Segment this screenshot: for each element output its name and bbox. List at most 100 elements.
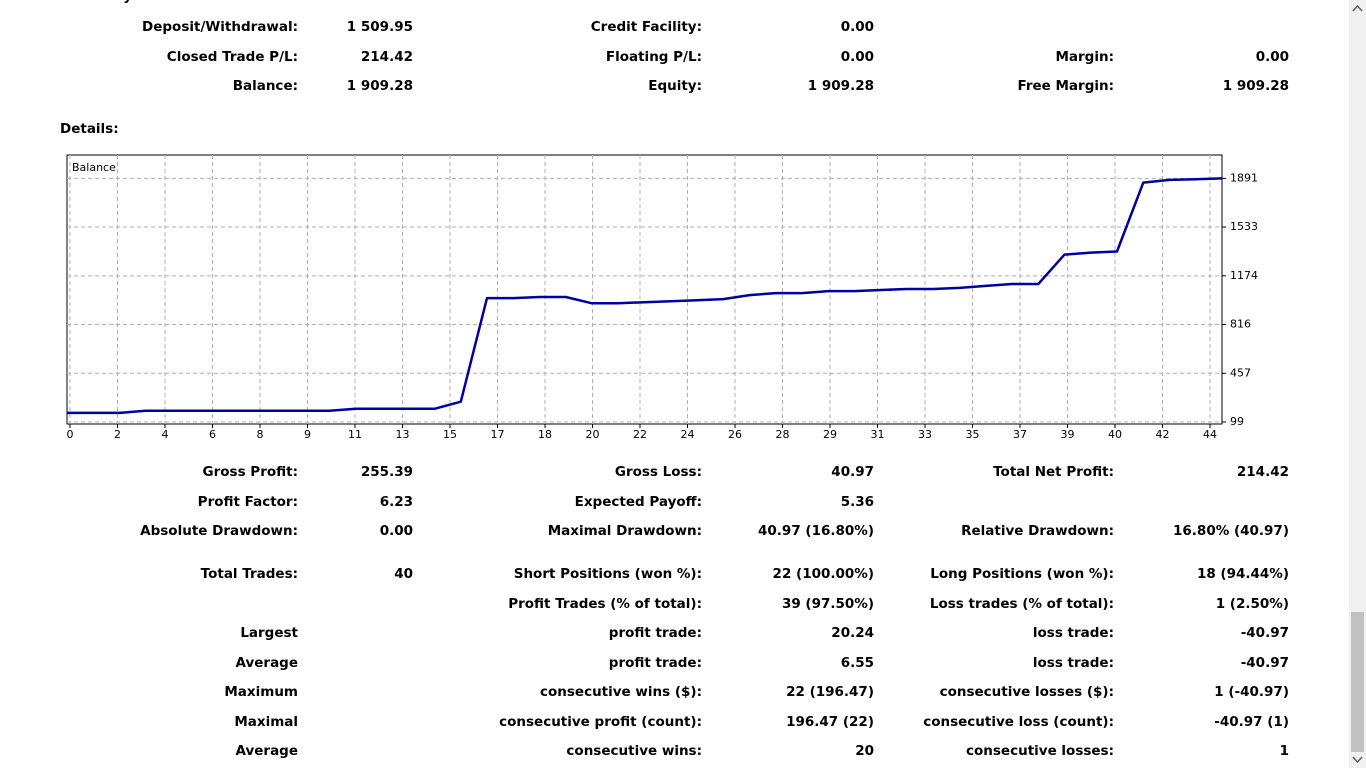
field-value: 6.55 [840, 655, 874, 671]
x-tick-label: 2 [114, 428, 121, 441]
field-value: 20 [855, 743, 874, 759]
field-label: Closed Trade P/L: [166, 49, 298, 65]
y-tick-label: 1174 [1230, 269, 1258, 282]
x-tick-label: 11 [348, 428, 362, 441]
field-label: profit trade: [608, 625, 702, 641]
x-tick-label: 29 [823, 428, 837, 441]
y-tick-label: 99 [1230, 415, 1244, 428]
y-tick-label: 816 [1230, 318, 1251, 331]
x-tick-label: 0 [67, 428, 74, 441]
field-label: Short Positions (won %): [513, 566, 702, 582]
field-value: 6.23 [379, 494, 413, 510]
x-tick-label: 31 [871, 428, 885, 441]
field-label: Long Positions (won %): [930, 566, 1114, 582]
field-value: 22 (196.47) [786, 684, 874, 700]
field-value: 214.42 [1236, 464, 1289, 480]
x-tick-label: 6 [209, 428, 216, 441]
x-tick-label: 13 [396, 428, 410, 441]
x-tick-label: 40 [1108, 428, 1122, 441]
field-label: Total Trades: [200, 566, 298, 582]
balance-line [67, 177, 1223, 415]
field-label: Expected Payoff: [574, 494, 702, 510]
field-label: Maximal Drawdown: [547, 523, 702, 539]
field-label: Maximum [224, 684, 298, 700]
x-tick-label: 9 [304, 428, 311, 441]
field-value: 255.39 [360, 464, 413, 480]
x-tick-label: 22 [633, 428, 647, 441]
scroll-up-arrow[interactable] [1352, 4, 1363, 12]
field-label: Loss trades (% of total): [929, 596, 1114, 612]
field-label: consecutive wins ($): [539, 684, 702, 700]
field-label: Absolute Drawdown: [140, 523, 298, 539]
field-label: Margin: [1055, 49, 1114, 65]
y-tick-label: 1891 [1230, 171, 1258, 184]
field-value: 18 (94.44%) [1196, 566, 1289, 582]
field-value: 1 [1279, 743, 1289, 759]
field-label: Average [235, 655, 298, 671]
field-value: -40.97 [1240, 625, 1289, 641]
field-value: 0.00 [840, 19, 874, 35]
field-value: 5.36 [840, 494, 874, 510]
field-label: profit trade: [608, 655, 702, 671]
field-label: Total Net Profit: [993, 464, 1114, 480]
field-label: consecutive losses ($): [939, 684, 1114, 700]
field-value: 1 909.28 [1222, 78, 1289, 94]
field-label: Floating P/L: [605, 49, 702, 65]
field-label: Profit Factor: [197, 494, 298, 510]
field-value: 20.24 [831, 625, 874, 641]
scroll-thumb[interactable] [1351, 612, 1364, 752]
scroll-down-arrow[interactable] [1352, 756, 1363, 764]
field-label: loss trade: [1032, 655, 1114, 671]
x-tick-label: 39 [1061, 428, 1075, 441]
field-value: 40.97 (16.80%) [758, 523, 874, 539]
field-value: 22 (100.00%) [772, 566, 874, 582]
x-tick-label: 18 [538, 428, 552, 441]
field-value: 0.00 [1255, 49, 1289, 65]
x-tick-label: 33 [918, 428, 932, 441]
scrollbar-graphics [1351, 4, 1364, 764]
x-tick-label: 15 [443, 428, 457, 441]
field-label: loss trade: [1032, 625, 1114, 641]
x-tick-label: 28 [776, 428, 790, 441]
field-value: 39 (97.50%) [781, 596, 874, 612]
y-tick-label: 1533 [1230, 220, 1258, 233]
x-tick-label: 20 [586, 428, 600, 441]
field-label: consecutive profit (count): [499, 714, 702, 730]
field-label: Deposit/Withdrawal: [142, 19, 298, 35]
section-title: Details: [60, 121, 119, 137]
x-tick-label: 4 [162, 428, 169, 441]
field-value: 16.80% (40.97) [1173, 523, 1289, 539]
field-value: -40.97 (1) [1214, 714, 1289, 730]
field-value: 1 (-40.97) [1214, 684, 1289, 700]
field-label: Balance: [232, 78, 298, 94]
field-label: Relative Drawdown: [961, 523, 1114, 539]
y-tick-label: 457 [1230, 366, 1251, 379]
field-label: consecutive losses: [966, 743, 1114, 759]
chart-legend-label: Balance [72, 161, 116, 174]
field-label: Gross Loss: [614, 464, 702, 480]
field-value: 40 [394, 566, 413, 582]
field-value: 1 509.95 [346, 19, 413, 35]
x-tick-label: 37 [1013, 428, 1027, 441]
field-value: 0.00 [840, 49, 874, 65]
field-value: 1 909.28 [346, 78, 413, 94]
x-tick-label: 8 [257, 428, 264, 441]
field-value: 196.47 (22) [786, 714, 874, 730]
scrollbar[interactable] [1349, 0, 1366, 768]
field-label: Equity: [648, 78, 702, 94]
field-label: Free Margin: [1017, 78, 1114, 94]
x-tick-label: 35 [966, 428, 980, 441]
plot-frame [66, 154, 1223, 425]
x-tick-label: 26 [728, 428, 742, 441]
x-tick-label: 42 [1156, 428, 1170, 441]
field-value: 1 (2.50%) [1215, 596, 1289, 612]
field-value: 214.42 [360, 49, 413, 65]
field-value: 1 909.28 [807, 78, 874, 94]
field-label: Credit Facility: [590, 19, 702, 35]
field-label: Gross Profit: [202, 464, 298, 480]
field-label: Average [235, 743, 298, 759]
x-tick-label: 17 [491, 428, 505, 441]
x-tick-label: 24 [681, 428, 695, 441]
